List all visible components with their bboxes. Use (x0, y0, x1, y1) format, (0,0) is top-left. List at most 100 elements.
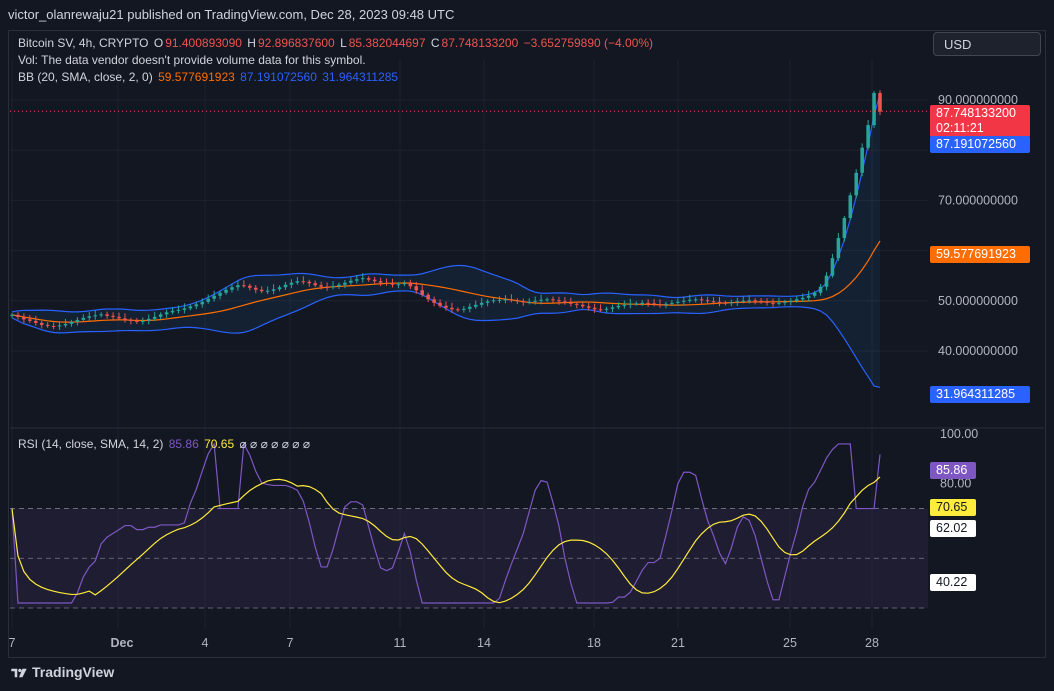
candle-body (117, 316, 121, 319)
candle-body (271, 289, 276, 291)
candle-body (569, 302, 573, 304)
bb-label[interactable]: BB (20, SMA, close, 2, 0) (18, 70, 153, 84)
rsi-label[interactable]: RSI (14, close, SMA, 14, 2) (18, 437, 164, 451)
candle-body (824, 275, 829, 287)
candle-body (63, 323, 68, 326)
price-axis-label: 50.000000000 (938, 294, 1018, 308)
bb-basis-line (11, 240, 881, 323)
low-value: 85.382044697 (348, 36, 426, 50)
high-label: H (247, 36, 256, 50)
candle-body (687, 299, 692, 301)
rsi-ma-value: 70.65 (204, 437, 235, 451)
candle-body (836, 238, 841, 259)
last-price-value: 87.748133200 (936, 106, 1016, 120)
candle-body (75, 319, 80, 322)
candle-body (259, 289, 264, 292)
rsi-line (11, 441, 881, 604)
candle-body (28, 319, 32, 321)
close-label: C (430, 36, 440, 50)
candle-body (93, 315, 98, 317)
candle-body (372, 279, 377, 282)
candle-body (527, 301, 532, 303)
candle-body (164, 312, 169, 315)
candle-body (408, 283, 413, 287)
candle-body (349, 280, 353, 283)
candle-body (806, 295, 811, 298)
candle-body (432, 299, 436, 303)
candle-body (586, 306, 591, 308)
candle-body (10, 314, 14, 316)
candle-body (438, 302, 442, 306)
candle-body (473, 304, 478, 307)
price-axis-label: 40.000000000 (938, 344, 1018, 358)
candle-body (265, 290, 270, 292)
candle-body (331, 286, 335, 288)
candle-body (622, 304, 627, 306)
time-axis-label: 4 (202, 636, 209, 650)
candle-body (848, 195, 853, 218)
candle-body (777, 302, 781, 304)
candle-body (248, 285, 252, 288)
candle-body (711, 301, 716, 303)
candle-body (123, 318, 127, 320)
symbol-label[interactable]: Bitcoin SV, 4h, CRYPTO (18, 36, 149, 50)
candle-body (705, 300, 710, 302)
candle-body (146, 318, 151, 321)
open-label: O (153, 36, 164, 50)
candle-body (39, 322, 44, 325)
candle-body (301, 281, 306, 283)
candle-body (676, 301, 680, 303)
chart-panel[interactable] (8, 30, 1046, 658)
candle-body (283, 284, 288, 288)
candle-body (533, 300, 537, 302)
candle-body (366, 278, 371, 280)
currency-button[interactable]: USD (933, 32, 1041, 56)
candle-body (491, 300, 496, 302)
candle-body (218, 292, 222, 296)
candle-body (878, 92, 882, 112)
time-axis-label: 7 (9, 636, 16, 650)
candle-body (69, 321, 74, 324)
time-axis-label: 21 (671, 636, 685, 650)
time-axis-label: Dec (111, 636, 134, 650)
candle-body (741, 300, 746, 302)
publish-header: victor_olanrewaju21 published on Trading… (0, 0, 1054, 30)
high-value: 92.896837600 (257, 36, 335, 50)
candle-body (759, 300, 763, 302)
time-axis-label: 25 (783, 636, 797, 650)
candle-body (224, 289, 228, 293)
candle-body (830, 258, 835, 276)
candle-body (253, 287, 258, 290)
candle-body (664, 303, 668, 305)
candle-body (212, 295, 216, 299)
rsi-extra-values: ⌀ ⌀ ⌀ ⌀ ⌀ ⌀ ⌀ (239, 437, 311, 451)
open-value: 91.400893090 (165, 36, 242, 50)
candle-body (194, 304, 199, 307)
candle-body (580, 304, 585, 307)
time-axis-label: 11 (394, 636, 407, 650)
candle-body (426, 294, 430, 300)
candle-body (515, 300, 520, 302)
tradingview-logo[interactable]: TradingView (10, 664, 114, 680)
candle-body (206, 298, 210, 302)
candle-body (468, 306, 472, 309)
candle-body (141, 320, 145, 322)
candle-body (818, 286, 823, 293)
candle-body (277, 287, 282, 290)
candle-body (753, 300, 757, 302)
tradingview-icon (11, 669, 27, 678)
bb-upper-line (11, 94, 881, 313)
candle-body (111, 315, 115, 317)
candle-body (682, 300, 686, 302)
candle-body (670, 302, 674, 304)
candle-body (307, 281, 312, 284)
candle-body (343, 282, 347, 285)
rsi-lower-band-tag: 40.22 (930, 574, 976, 591)
candle-body (22, 316, 26, 320)
candle-body (789, 300, 793, 302)
bb-basis-tag: 59.577691923 (930, 246, 1030, 263)
candle-body (854, 172, 858, 196)
candle-body (337, 284, 341, 287)
candle-body (230, 287, 234, 290)
